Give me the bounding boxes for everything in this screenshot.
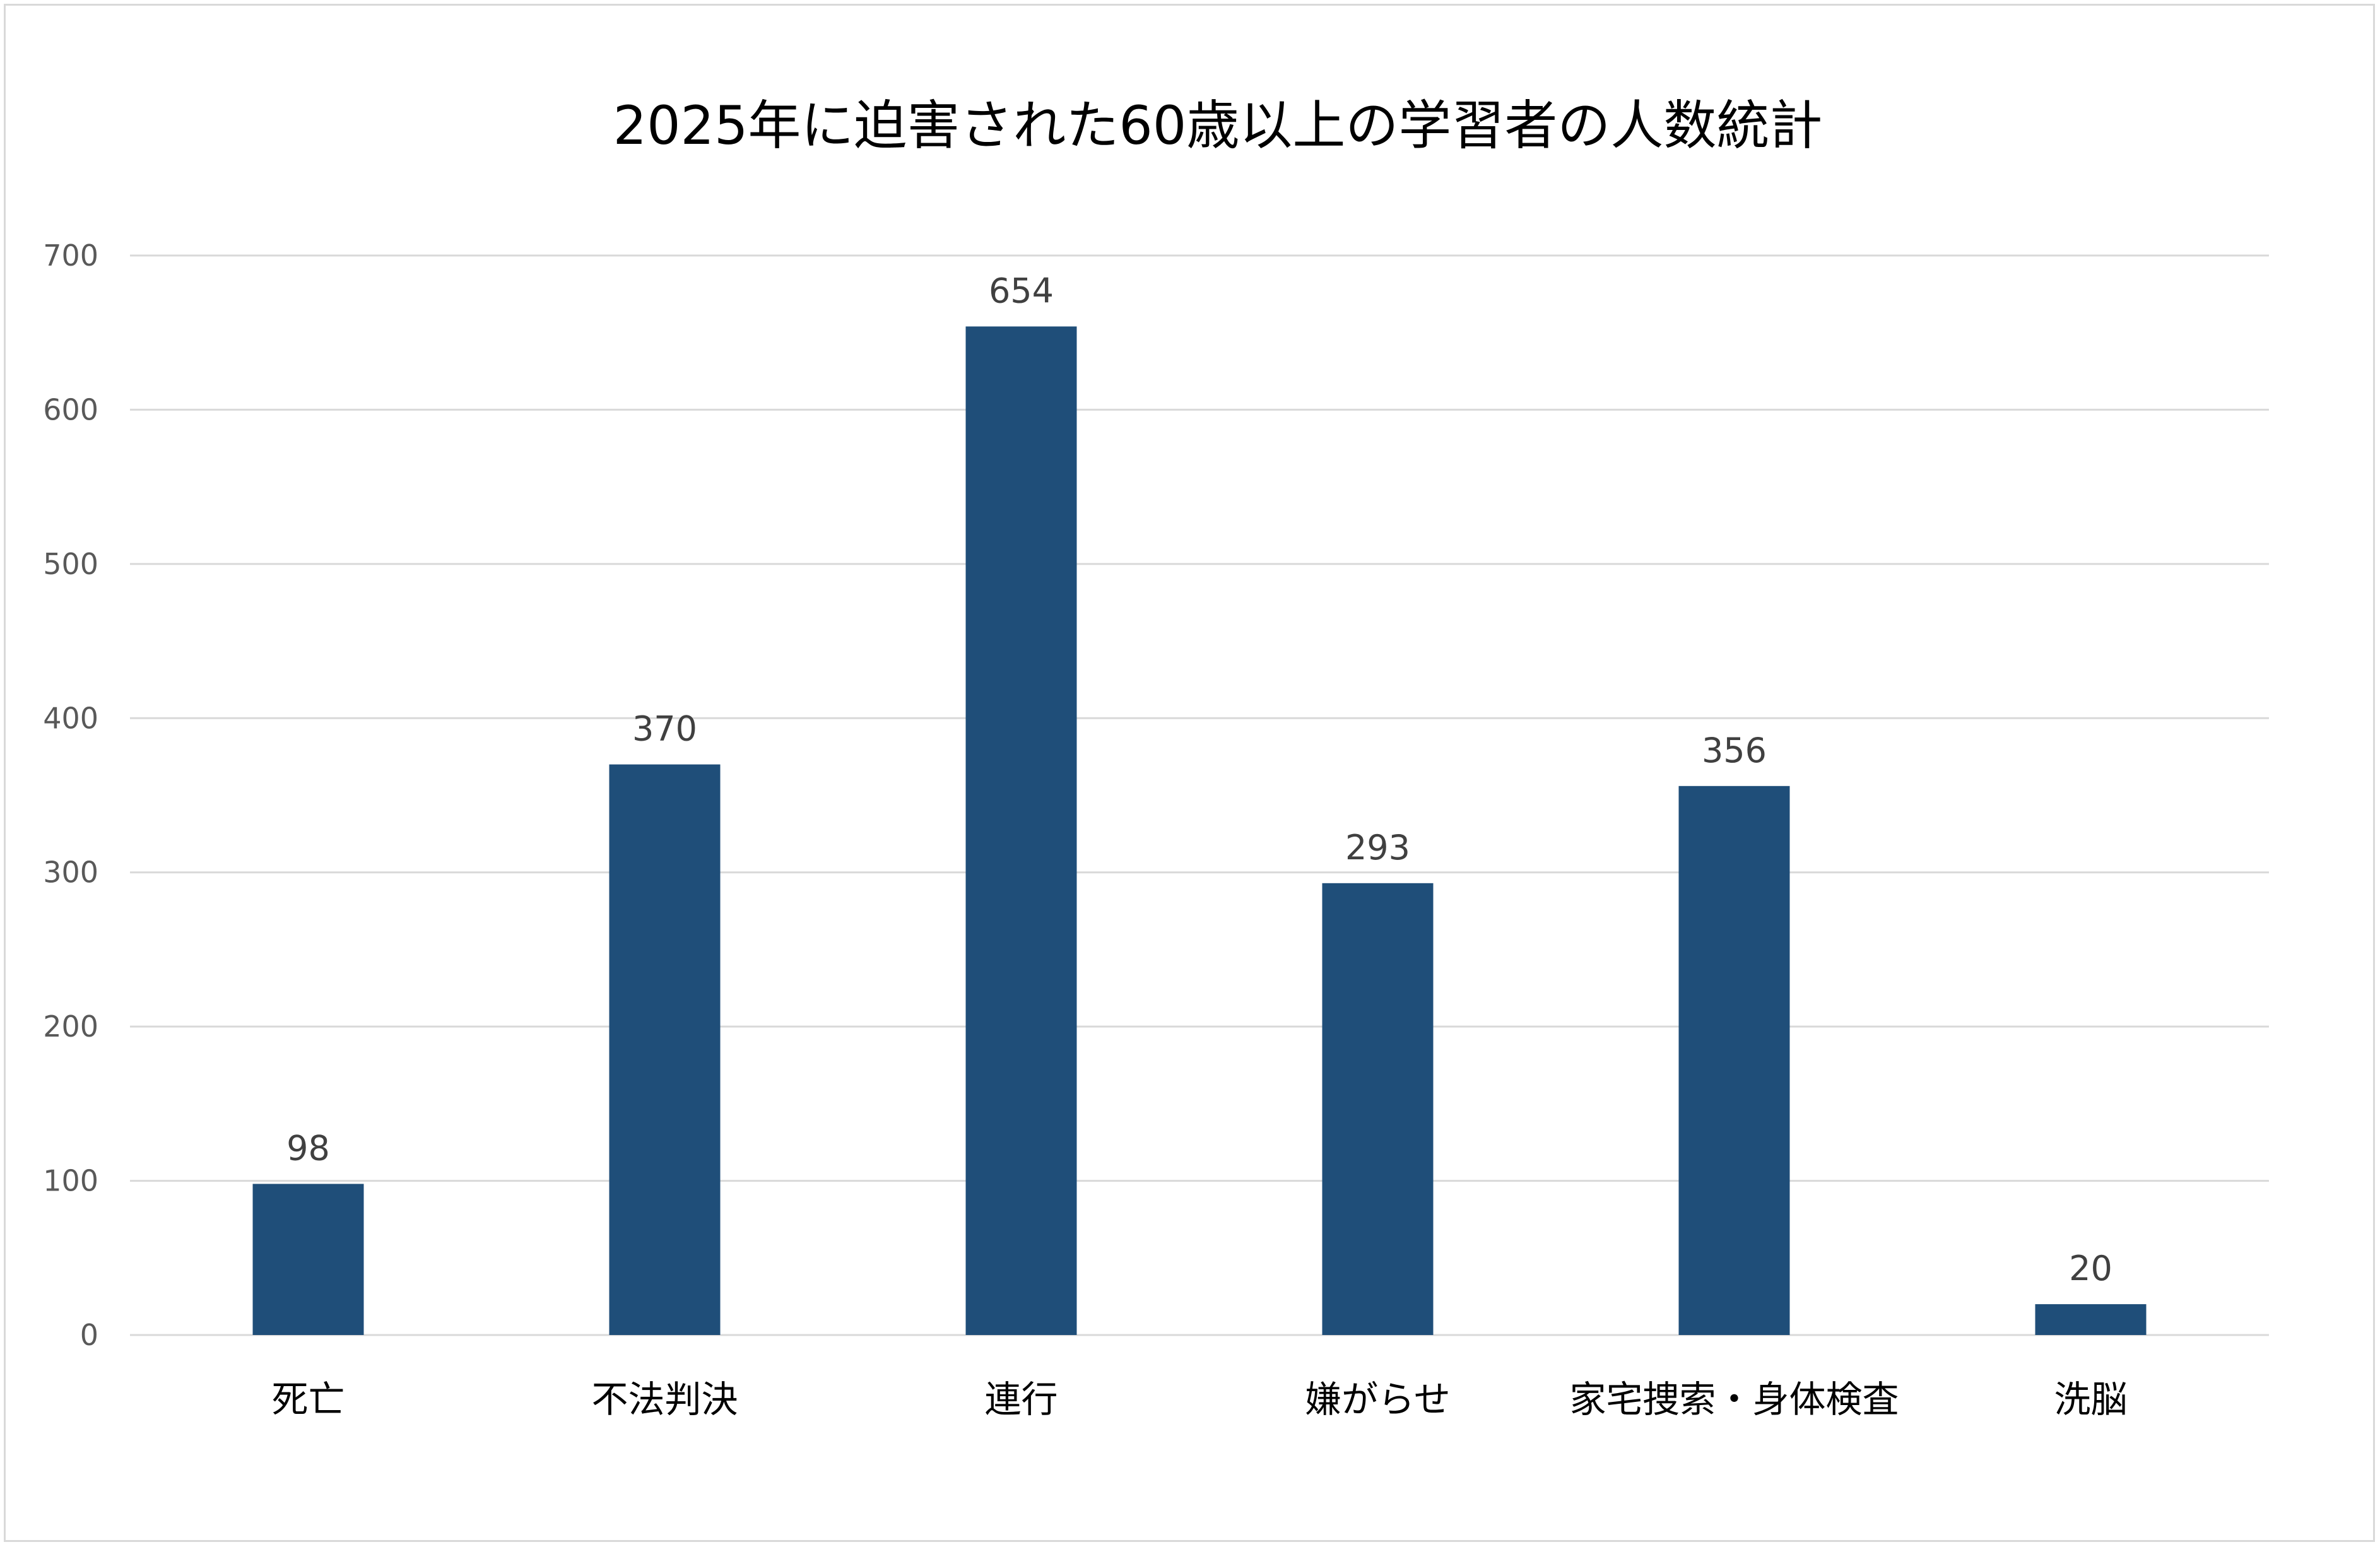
bar-3: [1322, 883, 1434, 1335]
data-label: 356: [1702, 731, 1767, 770]
x-tick-label: 嫌がらせ: [1305, 1378, 1451, 1421]
data-label: 370: [632, 709, 697, 749]
data-labels: 98 370 654 293 356 20: [286, 271, 2112, 1288]
y-tick-label: 0: [80, 1318, 98, 1352]
y-axis-ticks: 0 100 200 300 400 500 600 700: [43, 238, 98, 1352]
x-tick-label: 死亡: [271, 1378, 345, 1421]
y-tick-label: 600: [43, 392, 98, 426]
bar-0: [252, 1184, 364, 1335]
x-axis-ticks: 死亡 不法判決 連行 嫌がらせ 家宅捜索・身体検査 洗脳: [271, 1378, 2127, 1421]
data-label: 293: [1345, 828, 1410, 868]
data-label: 98: [286, 1128, 330, 1168]
data-label: 654: [989, 271, 1054, 310]
y-tick-label: 500: [43, 547, 98, 581]
bar-1: [609, 764, 721, 1335]
y-tick-label: 400: [43, 701, 98, 735]
y-tick-label: 700: [43, 238, 98, 273]
x-tick-label: 不法判決: [591, 1378, 738, 1421]
bars: [252, 326, 2147, 1335]
bar-2: [965, 326, 1077, 1335]
gridlines: [130, 254, 2269, 1336]
x-tick-label: 連行: [984, 1378, 1057, 1421]
chart-title: 2025年に迫害された60歳以上の学習者の人数統計: [613, 95, 1823, 156]
y-tick-label: 300: [43, 856, 98, 890]
x-tick-label: 洗脳: [2054, 1378, 2127, 1421]
x-tick-label: 家宅捜索・身体検査: [1569, 1378, 1899, 1421]
y-tick-label: 200: [43, 1009, 98, 1044]
y-tick-label: 100: [43, 1164, 98, 1198]
bar-4: [1678, 785, 1790, 1335]
chart-frame: [4, 4, 2375, 1542]
data-label: 20: [2069, 1249, 2112, 1288]
bar-5: [2035, 1304, 2147, 1335]
